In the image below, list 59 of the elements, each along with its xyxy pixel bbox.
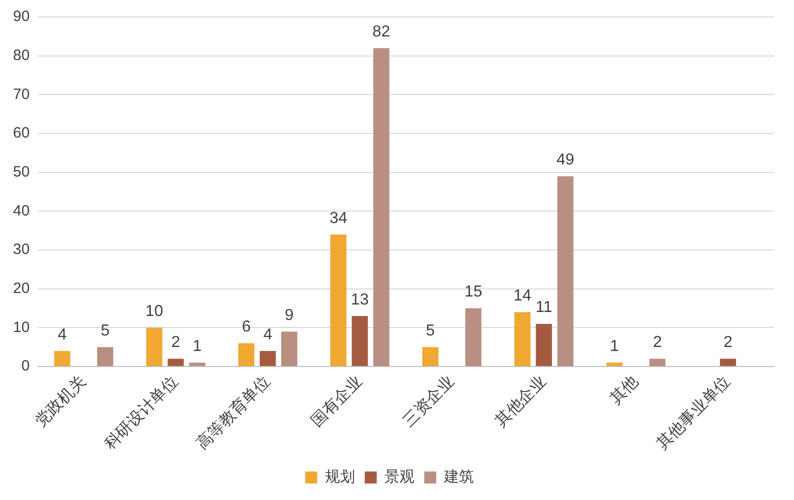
data-label: 2 xyxy=(724,334,733,352)
y-tick-label: 30 xyxy=(12,241,30,258)
y-tick-label: 70 xyxy=(12,86,30,103)
data-label: 82 xyxy=(372,23,390,40)
bar xyxy=(54,351,70,366)
bar xyxy=(146,328,162,366)
legend-label: 规划 xyxy=(324,468,355,486)
data-label: 15 xyxy=(464,284,482,301)
bar xyxy=(281,332,298,366)
data-label: 4 xyxy=(263,326,272,344)
y-tick-label: 40 xyxy=(12,202,30,220)
bar xyxy=(514,312,530,366)
data-label: 2 xyxy=(652,334,662,352)
data-label: 4 xyxy=(58,326,67,344)
data-label: 1 xyxy=(192,338,202,356)
bar xyxy=(606,362,623,366)
bar xyxy=(720,358,736,366)
bar xyxy=(373,48,390,366)
data-label: 9 xyxy=(284,306,294,324)
x-tick-label: 其他企业 xyxy=(492,372,550,430)
data-label: 6 xyxy=(242,318,251,336)
data-label: 10 xyxy=(145,303,164,320)
x-tick-label: 其他 xyxy=(606,372,642,408)
data-label: 1 xyxy=(610,338,620,356)
bar xyxy=(238,343,254,366)
x-tick-label: 高等教育单位 xyxy=(192,372,274,454)
x-tick-label: 科研设计单位 xyxy=(100,372,182,454)
y-tick-label: 10 xyxy=(12,318,30,336)
legend-label: 景观 xyxy=(384,468,414,486)
data-label: 49 xyxy=(556,152,574,169)
x-tick-label: 其他事业单位 xyxy=(653,372,734,454)
y-tick-label: 50 xyxy=(12,163,30,180)
data-label: 2 xyxy=(171,334,180,352)
bar xyxy=(422,347,438,366)
bar xyxy=(536,324,552,366)
data-label: 13 xyxy=(350,291,369,308)
data-label: 5 xyxy=(100,322,110,340)
bar xyxy=(189,362,206,366)
bar xyxy=(465,308,482,366)
data-label: 5 xyxy=(426,322,435,340)
x-tick-label: 三资企业 xyxy=(400,372,458,430)
bar xyxy=(557,176,574,366)
data-label: 14 xyxy=(514,288,532,305)
bar xyxy=(352,316,368,366)
y-tick-label: 0 xyxy=(21,358,30,375)
legend-label: 建筑 xyxy=(442,468,474,486)
x-tick-label: 国有企业 xyxy=(308,372,366,430)
bar xyxy=(97,347,114,366)
data-label: 11 xyxy=(536,299,552,316)
bar xyxy=(168,358,184,366)
y-tick-label: 80 xyxy=(12,46,30,64)
bar xyxy=(330,234,346,366)
y-tick-label: 20 xyxy=(12,280,30,298)
data-label: 34 xyxy=(329,210,348,227)
bar xyxy=(260,351,276,366)
y-tick-label: 90 xyxy=(12,8,30,26)
bar xyxy=(649,358,666,366)
x-tick-label: 党政机关 xyxy=(32,372,90,430)
y-tick-label: 60 xyxy=(12,124,30,142)
